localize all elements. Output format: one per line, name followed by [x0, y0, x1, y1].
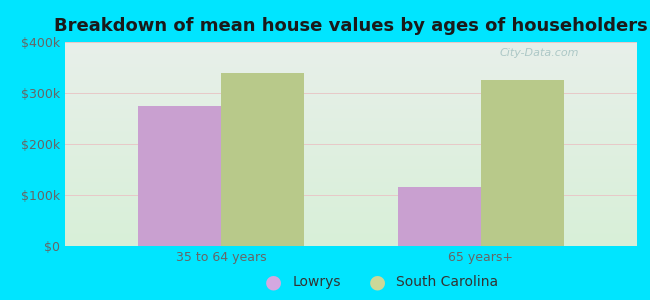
Text: ●: ● — [265, 272, 281, 292]
Text: ●: ● — [369, 272, 385, 292]
Text: South Carolina: South Carolina — [396, 275, 499, 289]
Bar — [481, 80, 564, 246]
Text: City-Data.com: City-Data.com — [500, 48, 579, 58]
Bar — [398, 187, 481, 246]
Title: Breakdown of mean house values by ages of householders: Breakdown of mean house values by ages o… — [54, 17, 648, 35]
Bar — [221, 73, 304, 246]
Bar — [138, 106, 221, 246]
Text: Lowrys: Lowrys — [292, 275, 341, 289]
